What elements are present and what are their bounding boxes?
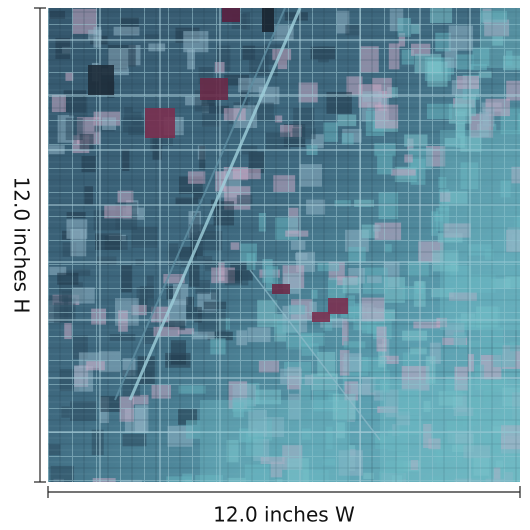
open-land [440,130,520,330]
city-block [519,478,520,482]
landmark-patch [262,8,274,32]
landmark-patch [145,108,175,138]
dimension-lines [34,7,521,498]
landmark-patch [328,298,348,314]
satellite-image [48,8,520,482]
street-grid [48,8,520,482]
height-label: 12.0 inches H [10,177,34,314]
diagonal-road [114,8,286,401]
landmark-patch [312,312,330,322]
open-land [200,400,350,482]
diagonal-road [128,8,302,401]
landmark-patch [200,78,228,100]
diagonal-road [249,269,381,441]
width-label: 12.0 inches W [213,503,355,527]
city-block [518,113,520,134]
open-land [480,8,520,68]
landmark-patch [272,284,290,294]
landmark-patch [222,8,240,22]
open-land [380,380,520,482]
landmark-patch [88,65,114,95]
